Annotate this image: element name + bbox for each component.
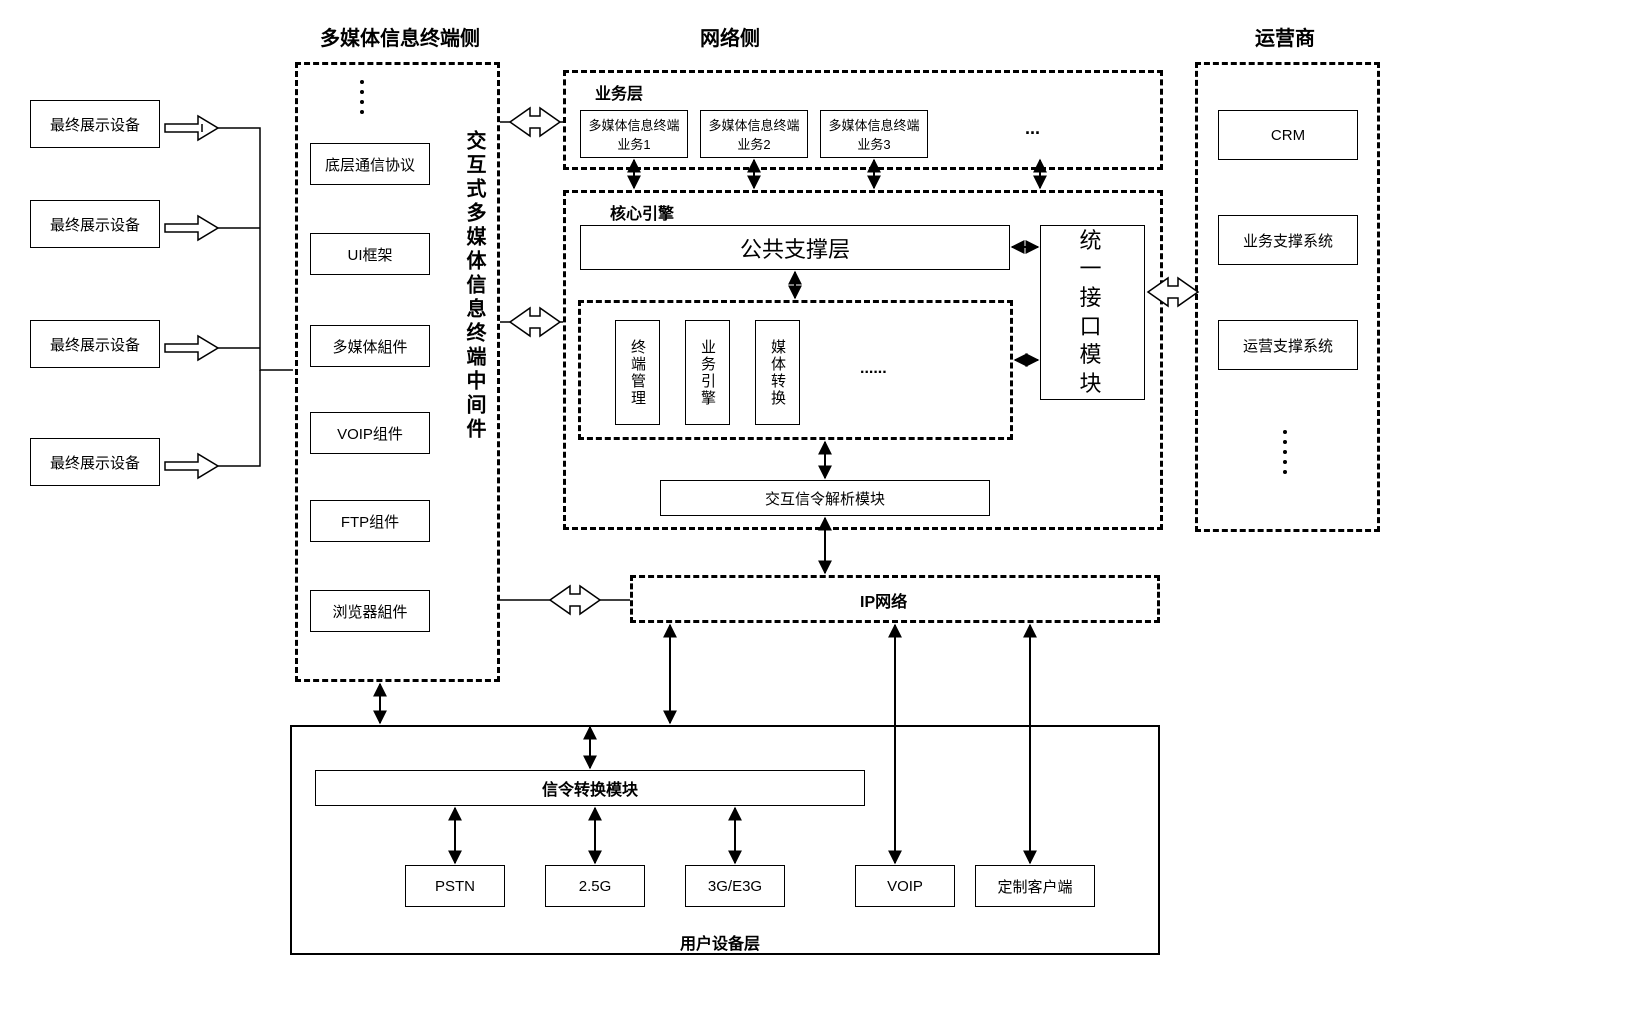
display-device-3: 最终展示设备 — [30, 320, 160, 368]
middleware-title: 交互式多媒体信息终端中间件 — [460, 130, 489, 442]
title-network-side: 网络侧 — [670, 22, 790, 51]
service-item-1: 多媒体信息终端业务1 — [580, 110, 688, 158]
display-device-1: 最终展示设备 — [30, 100, 160, 148]
user-equipment-title: 用户设备层 — [680, 930, 760, 954]
sub-terminal-mgmt-label: 终端管理 — [627, 339, 648, 407]
service-item-2: 多媒体信息终端业务2 — [700, 110, 808, 158]
submodules-ellipsis: ...... — [860, 360, 887, 378]
comp-protocol: 底层通信协议 — [310, 143, 430, 185]
ue-client: 定制客户端 — [975, 865, 1095, 907]
ue-pstn: PSTN — [405, 865, 505, 907]
sub-media-convert-label: 媒体转换 — [767, 339, 788, 407]
op-ops-support: 运营支撑系统 — [1218, 320, 1358, 370]
ip-network-label: IP网络 — [860, 588, 907, 612]
service-item-3: 多媒体信息终端业务3 — [820, 110, 928, 158]
comp-voip: VOIP组件 — [310, 412, 430, 454]
display-device-2: 最终展示设备 — [30, 200, 160, 248]
middleware-ellipsis-icon — [360, 80, 364, 114]
sub-biz-engine: 业务引擎 — [685, 320, 730, 425]
display-device-4: 最终展示设备 — [30, 438, 160, 486]
op-crm: CRM — [1218, 110, 1358, 160]
sub-biz-engine-label: 业务引擎 — [697, 339, 718, 407]
comp-multimedia: 多媒体組件 — [310, 325, 430, 367]
parse-module: 交互信令解析模块 — [660, 480, 990, 516]
ue-25g: 2.5G — [545, 865, 645, 907]
operator-ellipsis-icon — [1283, 430, 1287, 474]
public-support-layer: 公共支撑层 — [580, 225, 1010, 270]
diagram-stage: 多媒体信息终端侧 网络侧 运营商 最终展示设备 最终展示设备 最终展示设备 最终… — [0, 0, 1633, 1033]
comp-ftp: FTP组件 — [310, 500, 430, 542]
unified-interface-label: 统一接口模块 — [1071, 227, 1115, 399]
signal-convert-module: 信令转换模块 — [315, 770, 865, 806]
title-operator: 运营商 — [1225, 22, 1345, 51]
op-biz-support: 业务支撑系统 — [1218, 215, 1358, 265]
service-layer-title: 业务层 — [595, 80, 643, 104]
service-ellipsis: ... — [1025, 118, 1040, 139]
sub-terminal-mgmt: 终端管理 — [615, 320, 660, 425]
sub-media-convert: 媒体转换 — [755, 320, 800, 425]
ue-3g: 3G/E3G — [685, 865, 785, 907]
title-terminal-side: 多媒体信息终端侧 — [300, 22, 500, 51]
comp-browser: 浏览器組件 — [310, 590, 430, 632]
unified-interface-module: 统一接口模块 — [1040, 225, 1145, 400]
comp-uiframe: UI框架 — [310, 233, 430, 275]
ue-voip: VOIP — [855, 865, 955, 907]
user-equipment-container — [290, 725, 1160, 955]
core-engine-title: 核心引擎 — [610, 200, 674, 224]
